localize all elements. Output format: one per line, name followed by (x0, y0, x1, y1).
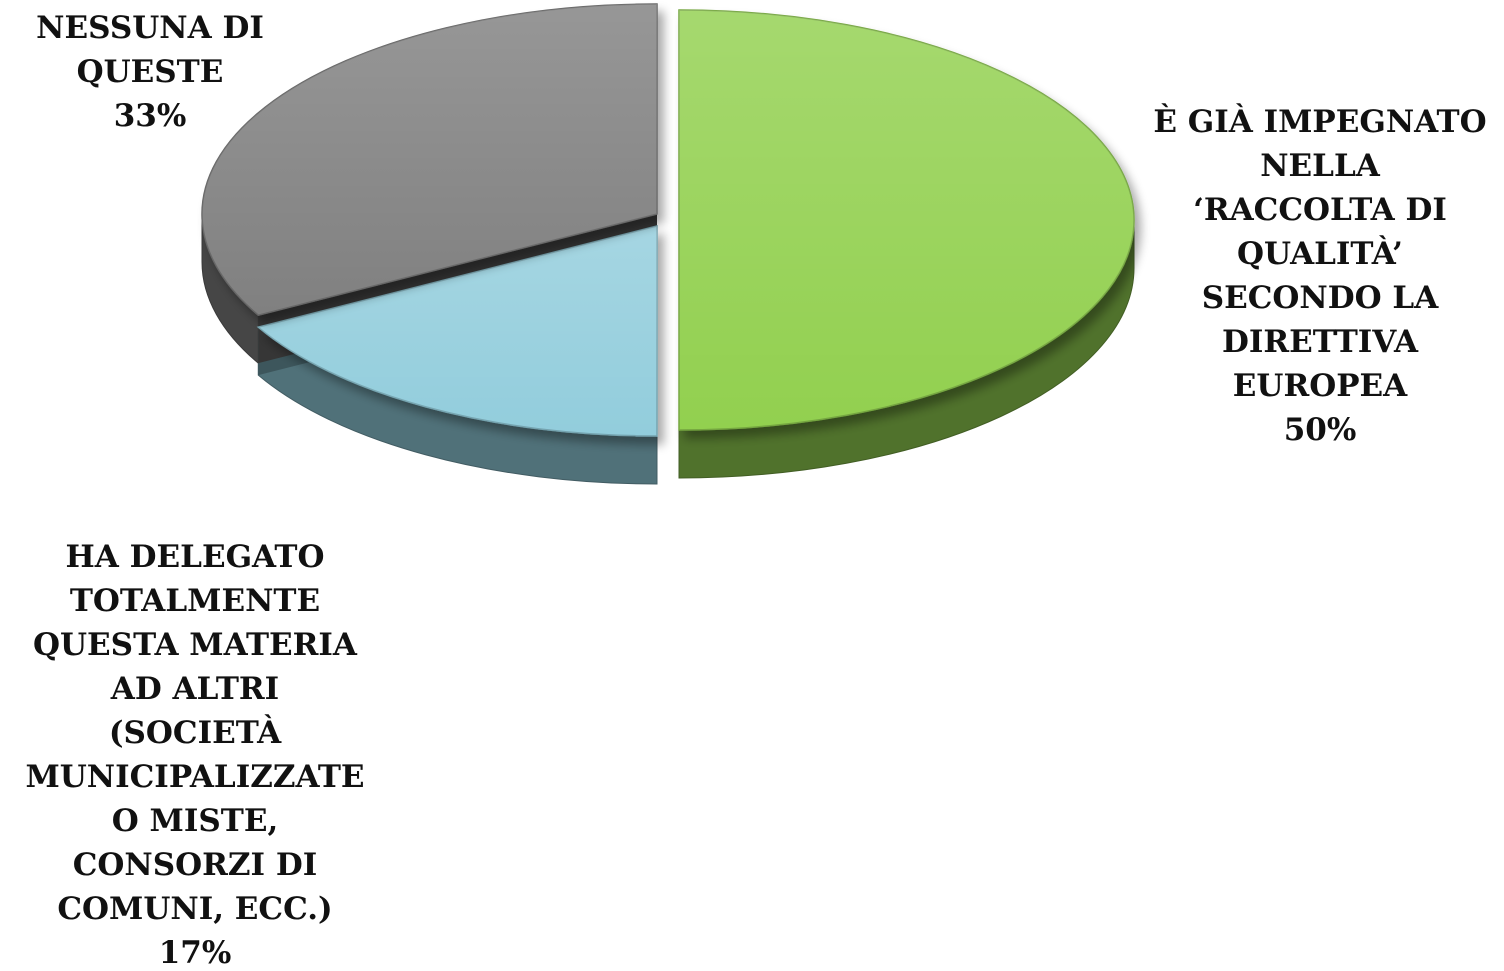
slice-label-impegnato: È GIÀ IMPEGNATO NELLA ‘RACCOLTA DI QUALI… (1130, 100, 1504, 452)
pie-slice-highlight (679, 10, 1134, 430)
label-line: ‘RACCOLTA DI (1193, 192, 1447, 228)
percent-label: 33% (113, 98, 187, 134)
label-line: È GIÀ IMPEGNATO (1153, 104, 1487, 140)
slice-label-nessuna: NESSUNA DI QUESTE 33% (0, 6, 300, 138)
label-line: SECONDO LA (1201, 280, 1439, 316)
percent-label: 17% (158, 935, 232, 971)
label-line: O MISTE, (111, 803, 279, 839)
label-line: NESSUNA DI (36, 10, 264, 46)
label-line: EUROPEA (1232, 368, 1408, 404)
label-line: TOTALMENTE (69, 583, 321, 619)
label-line: DIRETTIVA (1221, 324, 1418, 360)
label-line: QUESTE (76, 54, 224, 90)
label-line: CONSORZI DI (72, 847, 318, 883)
label-line: COMUNI, ECC.) (57, 891, 333, 927)
slice-label-delegato: HA DELEGATO TOTALMENTE QUESTA MATERIA AD… (0, 535, 390, 971)
label-line: QUALITÀ’ (1237, 236, 1403, 272)
pie-slice-highlight (258, 226, 657, 436)
label-line: (SOCIETÀ (108, 715, 282, 751)
label-line: QUESTA MATERIA (33, 627, 357, 663)
percent-label: 50% (1283, 412, 1357, 448)
label-line: NELLA (1260, 148, 1380, 184)
label-line: HA DELEGATO (65, 539, 325, 575)
label-line: AD ALTRI (110, 671, 280, 707)
pie-slice-highlight (201, 4, 658, 316)
label-line: MUNICIPALIZZATE (25, 759, 365, 795)
